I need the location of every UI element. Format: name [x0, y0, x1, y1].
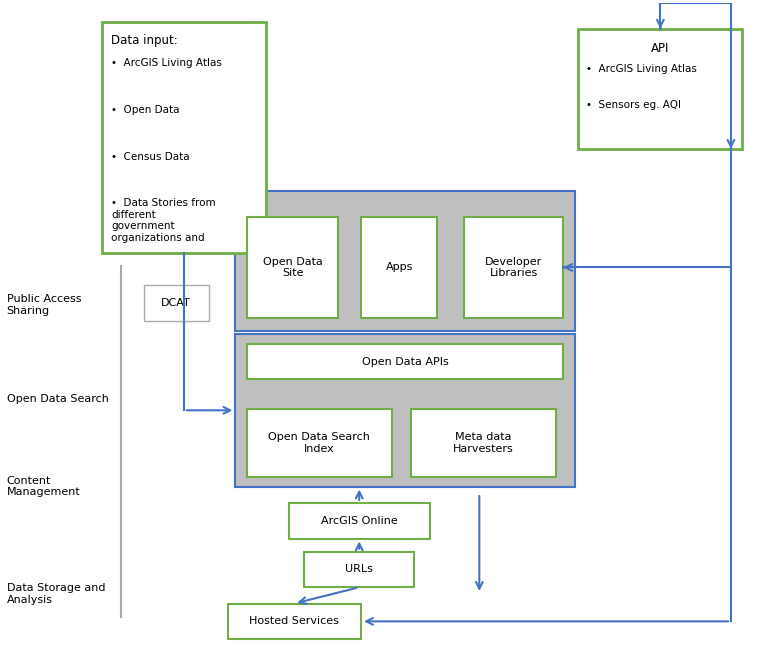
Text: DCAT: DCAT	[161, 298, 191, 308]
Bar	[411, 409, 555, 477]
Bar	[247, 217, 338, 318]
Bar	[227, 603, 361, 639]
Text: Meta data
Harvesters: Meta data Harvesters	[453, 432, 514, 453]
Text: API: API	[651, 42, 670, 55]
Bar	[464, 217, 563, 318]
Text: Data input:: Data input:	[111, 34, 178, 47]
Text: Open Data
Site: Open Data Site	[263, 257, 323, 278]
Text: Hosted Services: Hosted Services	[250, 616, 339, 626]
Bar	[247, 409, 392, 477]
Text: •  Open Data: • Open Data	[111, 105, 180, 115]
Text: Open Data APIs: Open Data APIs	[362, 356, 449, 367]
Text: •  ArcGIS Living Atlas: • ArcGIS Living Atlas	[111, 58, 222, 68]
Text: Apps: Apps	[386, 263, 413, 272]
Text: Open Data Search: Open Data Search	[7, 394, 108, 404]
Bar	[361, 217, 437, 318]
Text: URLs: URLs	[346, 565, 373, 574]
Text: •  ArcGIS Living Atlas: • ArcGIS Living Atlas	[586, 64, 697, 75]
Text: Developer
Libraries: Developer Libraries	[485, 257, 542, 278]
Bar	[304, 552, 415, 588]
Bar	[144, 286, 209, 321]
Text: Data Storage and
Analysis: Data Storage and Analysis	[7, 583, 105, 605]
Bar	[289, 503, 430, 538]
Text: Public Access
Sharing: Public Access Sharing	[7, 294, 81, 316]
Bar	[235, 191, 574, 331]
Text: Content
Management: Content Management	[7, 476, 81, 497]
Bar	[578, 29, 743, 149]
Text: ArcGIS Online: ArcGIS Online	[321, 515, 398, 526]
Text: Open Data Search
Index: Open Data Search Index	[268, 432, 370, 453]
Text: •  Sensors eg. AQI: • Sensors eg. AQI	[586, 100, 681, 110]
Text: •  Census Data: • Census Data	[111, 151, 190, 162]
Bar	[247, 344, 563, 379]
Text: •  Data Stories from
different
government
organizations and: • Data Stories from different government…	[111, 198, 216, 243]
Bar	[235, 334, 574, 487]
Bar	[102, 22, 266, 253]
